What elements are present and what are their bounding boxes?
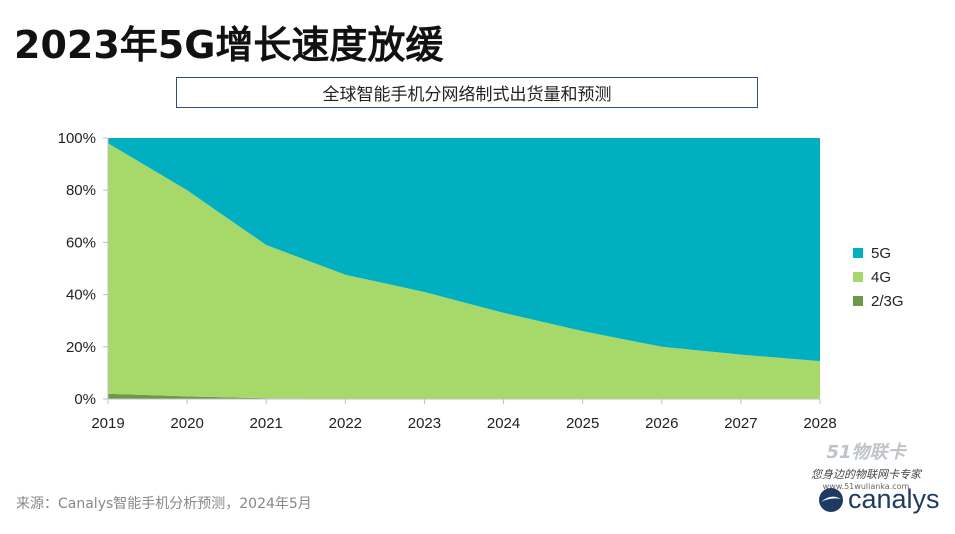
legend-swatch-5g	[853, 248, 863, 258]
y-axis: 0% 20% 40% 60% 80% 100%	[58, 130, 109, 408]
legend-swatch-4g	[853, 272, 863, 282]
x-tick-label: 2022	[329, 415, 362, 432]
y-tick-label: 20%	[66, 339, 96, 356]
legend-label-4g: 4G	[871, 269, 891, 286]
legend-swatch-2-3g	[853, 296, 863, 306]
watermark-main: 51物联卡	[826, 442, 906, 463]
legend: 5G 4G 2/3G	[853, 245, 904, 310]
chart-subtitle-text: 全球智能手机分网络制式出货量和预测	[322, 85, 612, 105]
series-area-5g	[108, 138, 820, 362]
x-tick-label: 2019	[91, 415, 124, 432]
y-tick-label: 60%	[66, 234, 96, 251]
legend-label-2-3g: 2/3G	[871, 293, 904, 310]
legend-label-5g: 5G	[871, 245, 891, 262]
y-tick-label: 0%	[74, 391, 96, 408]
y-tick-label: 80%	[66, 182, 96, 199]
chart-subtitle: 全球智能手机分网络制式出货量和预测	[176, 77, 758, 108]
series-area-4g	[108, 143, 820, 399]
y-tick-label: 100%	[58, 130, 96, 147]
watermark-url: www.51wulianka.com	[822, 482, 910, 491]
x-tick-label: 2026	[645, 415, 678, 432]
canalys-logo-text: canalys	[848, 484, 940, 514]
series-area-2-3g	[108, 393, 820, 399]
plot-areas	[108, 138, 820, 399]
watermark: 51物联卡 您身边的物联网卡专家 www.51wulianka.com	[806, 438, 926, 491]
x-tick-label: 2025	[566, 415, 599, 432]
x-tick-label: 2023	[408, 415, 441, 432]
x-tick-label: 2021	[250, 415, 283, 432]
watermark-tagline: 您身边的物联网卡专家	[811, 468, 921, 481]
x-tick-label: 2020	[170, 415, 203, 432]
x-axis: 2019 2020 2021 2022 2023 2024 2025 2026 2027 2028	[91, 398, 837, 432]
source-note: 来源：Canalys智能手机分析预测，2024年5月	[16, 496, 312, 512]
x-tick-label: 2027	[724, 415, 757, 432]
canalys-logo: canalys	[818, 484, 940, 515]
page-title: 2023年5G增长速度放缓	[14, 23, 444, 67]
x-tick-label: 2028	[803, 415, 836, 432]
x-tick-label: 2024	[487, 415, 520, 432]
y-tick-label: 40%	[66, 287, 96, 304]
canalys-logo-icon	[819, 487, 843, 512]
